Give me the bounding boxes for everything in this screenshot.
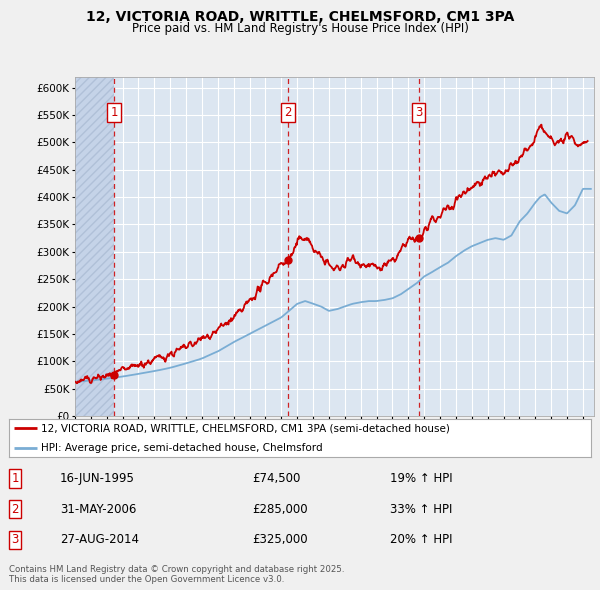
Text: £325,000: £325,000 bbox=[252, 533, 308, 546]
Text: 16-JUN-1995: 16-JUN-1995 bbox=[60, 472, 135, 485]
Text: 27-AUG-2014: 27-AUG-2014 bbox=[60, 533, 139, 546]
Text: 1: 1 bbox=[110, 106, 118, 119]
Text: 3: 3 bbox=[11, 533, 19, 546]
Text: £74,500: £74,500 bbox=[252, 472, 301, 485]
Text: Price paid vs. HM Land Registry's House Price Index (HPI): Price paid vs. HM Land Registry's House … bbox=[131, 22, 469, 35]
Text: 12, VICTORIA ROAD, WRITTLE, CHELMSFORD, CM1 3PA: 12, VICTORIA ROAD, WRITTLE, CHELMSFORD, … bbox=[86, 10, 514, 24]
Text: 2: 2 bbox=[11, 503, 19, 516]
Text: 20% ↑ HPI: 20% ↑ HPI bbox=[390, 533, 452, 546]
Text: 31-MAY-2006: 31-MAY-2006 bbox=[60, 503, 136, 516]
Text: Contains HM Land Registry data © Crown copyright and database right 2025.
This d: Contains HM Land Registry data © Crown c… bbox=[9, 565, 344, 584]
Text: £285,000: £285,000 bbox=[252, 503, 308, 516]
Text: 33% ↑ HPI: 33% ↑ HPI bbox=[390, 503, 452, 516]
Text: 3: 3 bbox=[415, 106, 422, 119]
Text: 2: 2 bbox=[284, 106, 292, 119]
Text: 1: 1 bbox=[11, 472, 19, 485]
Text: 19% ↑ HPI: 19% ↑ HPI bbox=[390, 472, 452, 485]
Text: 12, VICTORIA ROAD, WRITTLE, CHELMSFORD, CM1 3PA (semi-detached house): 12, VICTORIA ROAD, WRITTLE, CHELMSFORD, … bbox=[41, 424, 450, 434]
Text: HPI: Average price, semi-detached house, Chelmsford: HPI: Average price, semi-detached house,… bbox=[41, 442, 323, 453]
